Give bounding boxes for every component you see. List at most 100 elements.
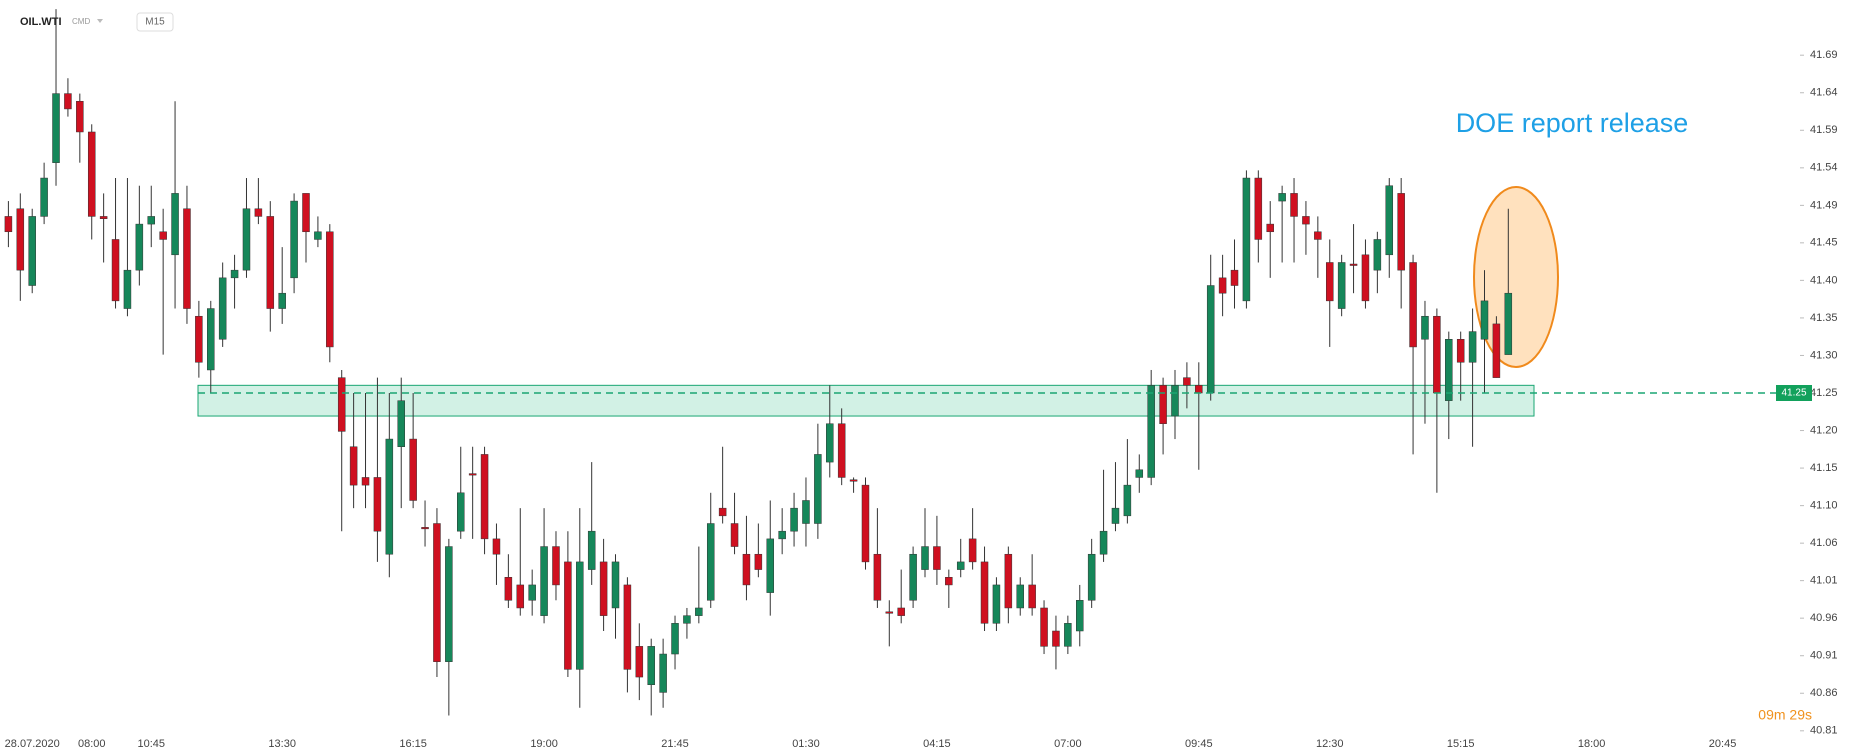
candle-body (87, 131, 96, 217)
candle-body (1123, 484, 1132, 517)
candle-body (873, 553, 882, 601)
price-label: 41.25 (1781, 388, 1806, 399)
candle-body (1290, 193, 1298, 217)
candle-body (52, 93, 60, 163)
y-tick-label: 41.40 (1810, 274, 1838, 286)
candle-body (99, 216, 108, 219)
candle-body (576, 561, 584, 670)
candle-body (718, 507, 727, 517)
candle-body (207, 308, 215, 371)
candle-body (397, 400, 405, 447)
x-tick-label: 16:15 (399, 738, 427, 750)
candle-body (433, 523, 441, 662)
y-tick-label: 41.25 (1810, 387, 1838, 399)
support-zone (197, 384, 1535, 417)
candle-body (111, 239, 120, 302)
candle-body (1492, 323, 1501, 378)
candle-body (504, 577, 513, 601)
candle-body (1099, 530, 1108, 555)
candle-body (695, 607, 703, 616)
candle-body (1195, 385, 1203, 394)
x-tick-label: 28.07.2020 (5, 738, 60, 750)
x-tick-label: 04:15 (923, 738, 951, 750)
candle-body (1445, 339, 1453, 401)
candle-body (1266, 223, 1274, 233)
candle-body (1433, 315, 1441, 394)
candle-body (1028, 584, 1036, 609)
candle-body (837, 423, 846, 478)
candle-body (802, 500, 810, 524)
candle-body (1159, 385, 1167, 424)
candle-body (730, 523, 739, 547)
candle-body (1064, 623, 1072, 647)
candle-body (302, 193, 310, 233)
candle-body (40, 177, 48, 217)
candle-body (445, 546, 453, 662)
candle-body (1468, 331, 1477, 363)
candle-body (1183, 377, 1191, 386)
candle-body (1361, 254, 1370, 302)
x-tick-label: 08:00 (78, 738, 106, 750)
candle-body (468, 473, 477, 476)
x-tick-label: 07:00 (1054, 738, 1082, 750)
candle-body (754, 553, 763, 570)
y-tick-label: 40.96 (1810, 612, 1838, 624)
candle-body (135, 223, 144, 271)
candle-body (1052, 630, 1060, 647)
candle-body (123, 269, 132, 309)
x-tick-label: 01:30 (792, 738, 820, 750)
timeframe[interactable]: M15 (145, 17, 165, 28)
candle-body (980, 561, 989, 624)
candle-body (933, 546, 941, 570)
y-tick-label: 40.81 (1810, 725, 1838, 737)
candle-body (171, 193, 179, 256)
candle-body (1385, 185, 1394, 256)
candle-body (1230, 269, 1239, 286)
candle-body (254, 208, 263, 217)
candle-body (623, 584, 632, 670)
candle-body (1111, 507, 1120, 524)
candle-body (885, 611, 894, 614)
candle-body (480, 454, 489, 540)
x-tick-label: 10:45 (137, 738, 165, 750)
candle-body (909, 553, 917, 601)
countdown: 09m 29s (1758, 707, 1812, 723)
x-tick-label: 19:00 (530, 738, 558, 750)
candle-body (1504, 292, 1513, 355)
candle-body (314, 231, 322, 240)
candle-body (349, 446, 358, 486)
timeframe-box[interactable] (136, 12, 174, 32)
dropdown-arrow[interactable] (97, 19, 103, 23)
candle-body (1206, 285, 1215, 394)
y-tick-label: 41.49 (1810, 199, 1838, 211)
candle-body (1040, 607, 1048, 647)
candle-body (1254, 177, 1263, 240)
candle-body (457, 492, 465, 532)
candle-body (1016, 584, 1024, 609)
candle-body (1456, 339, 1465, 363)
y-tick-label: 40.91 (1810, 650, 1838, 662)
y-tick-label: 41.45 (1810, 237, 1838, 249)
candle-body (516, 584, 525, 609)
candle-body (218, 277, 227, 340)
candle-body (683, 615, 691, 624)
candle-body (635, 646, 644, 678)
candle-body (1135, 469, 1144, 478)
symbol[interactable]: OIL.WTI (20, 16, 62, 28)
candle-body (968, 538, 977, 563)
candle-body (16, 208, 25, 271)
candle-body (195, 315, 203, 363)
x-tick-label: 13:30 (268, 738, 296, 750)
candle-body (1373, 239, 1382, 271)
candle-body (826, 423, 834, 463)
candle-body (1397, 193, 1405, 271)
y-tick-label: 41.20 (1810, 424, 1838, 436)
y-tick-label: 41.10 (1810, 500, 1838, 512)
candle-body (326, 231, 334, 348)
candle-body (897, 607, 905, 616)
candle-body (1087, 553, 1096, 601)
candle-body (766, 538, 775, 593)
candle-body (540, 546, 548, 616)
candle-body (4, 216, 13, 233)
annotation: DOE report release (1456, 108, 1689, 138)
